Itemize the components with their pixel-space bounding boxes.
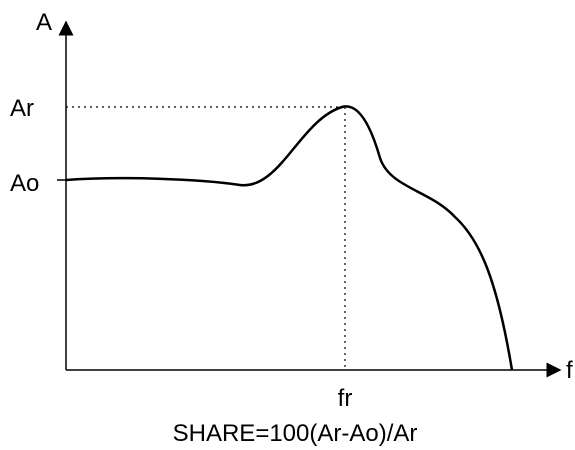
x-axis-label: f xyxy=(566,357,573,384)
response-curve xyxy=(65,105,514,371)
y-axis-label: A xyxy=(36,9,52,36)
resonance-frequency-label: fr xyxy=(338,385,353,412)
share-formula: SHARE=100(Ar-Ao)/Ar xyxy=(173,420,418,447)
peak-amplitude-label: Ar xyxy=(10,95,34,122)
base-amplitude-label: Ao xyxy=(10,170,39,197)
